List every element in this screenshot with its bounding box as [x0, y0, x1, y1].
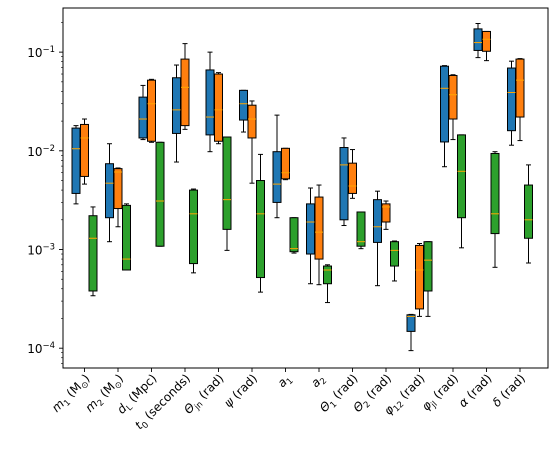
box — [272, 151, 282, 203]
box — [390, 241, 399, 267]
box — [406, 314, 416, 332]
box-group — [189, 188, 198, 274]
box — [440, 65, 449, 143]
box — [180, 58, 190, 127]
box — [482, 30, 491, 52]
box — [373, 199, 382, 243]
box-group — [289, 217, 299, 254]
box-group — [314, 184, 324, 286]
box — [88, 215, 98, 292]
box — [306, 203, 315, 255]
box-group — [172, 64, 181, 163]
box — [339, 147, 349, 221]
box — [507, 67, 516, 132]
y-tick-label: 10−2 — [27, 144, 55, 159]
box-group — [415, 243, 424, 317]
box — [348, 162, 357, 194]
box-group — [406, 313, 416, 352]
box — [515, 58, 525, 118]
box — [205, 69, 215, 136]
box-group — [423, 241, 433, 317]
box-group — [482, 30, 491, 62]
plot-frame — [62, 7, 549, 369]
box-group — [113, 167, 123, 228]
box — [381, 203, 391, 223]
box — [415, 244, 424, 310]
box-group — [490, 151, 500, 268]
box-group — [390, 240, 399, 282]
box-group — [222, 136, 232, 251]
box — [138, 96, 148, 139]
box — [289, 217, 299, 253]
box — [323, 265, 332, 285]
plot-area — [71, 23, 533, 352]
box-group — [448, 74, 458, 141]
box — [80, 123, 89, 177]
box — [256, 180, 265, 279]
box — [247, 104, 257, 139]
box-group — [381, 200, 391, 230]
box-group — [147, 78, 156, 143]
box — [155, 141, 165, 247]
box — [222, 136, 232, 230]
box-group — [180, 43, 190, 130]
box-group — [71, 125, 81, 205]
box-group — [323, 264, 332, 304]
box-group — [247, 100, 257, 184]
box-group — [80, 118, 89, 185]
box — [524, 184, 533, 239]
box — [239, 89, 248, 121]
box — [122, 204, 131, 271]
box — [113, 168, 123, 210]
y-tick-label: 10−1 — [27, 45, 55, 60]
box-group — [457, 134, 466, 249]
box-group — [88, 206, 98, 297]
box — [423, 241, 433, 292]
y-tick-label: 10−4 — [27, 341, 55, 356]
box — [314, 196, 324, 260]
box-group — [348, 149, 357, 199]
box-group — [155, 141, 165, 247]
box — [473, 28, 483, 51]
box — [105, 163, 114, 219]
y-tick-label: 10−3 — [27, 243, 55, 258]
box — [172, 77, 181, 134]
box-group — [122, 203, 131, 271]
box — [490, 152, 500, 235]
box — [147, 79, 156, 142]
box-group — [256, 153, 265, 293]
box-group — [214, 72, 223, 145]
box-group — [356, 211, 366, 250]
box-group — [515, 58, 525, 142]
box — [457, 134, 466, 219]
box-group — [339, 137, 349, 227]
box — [281, 147, 290, 180]
box — [189, 189, 198, 265]
box-group — [281, 147, 290, 181]
box — [356, 211, 366, 247]
box — [448, 74, 458, 120]
box-group — [524, 164, 533, 264]
box — [71, 127, 81, 194]
box — [214, 73, 223, 142]
